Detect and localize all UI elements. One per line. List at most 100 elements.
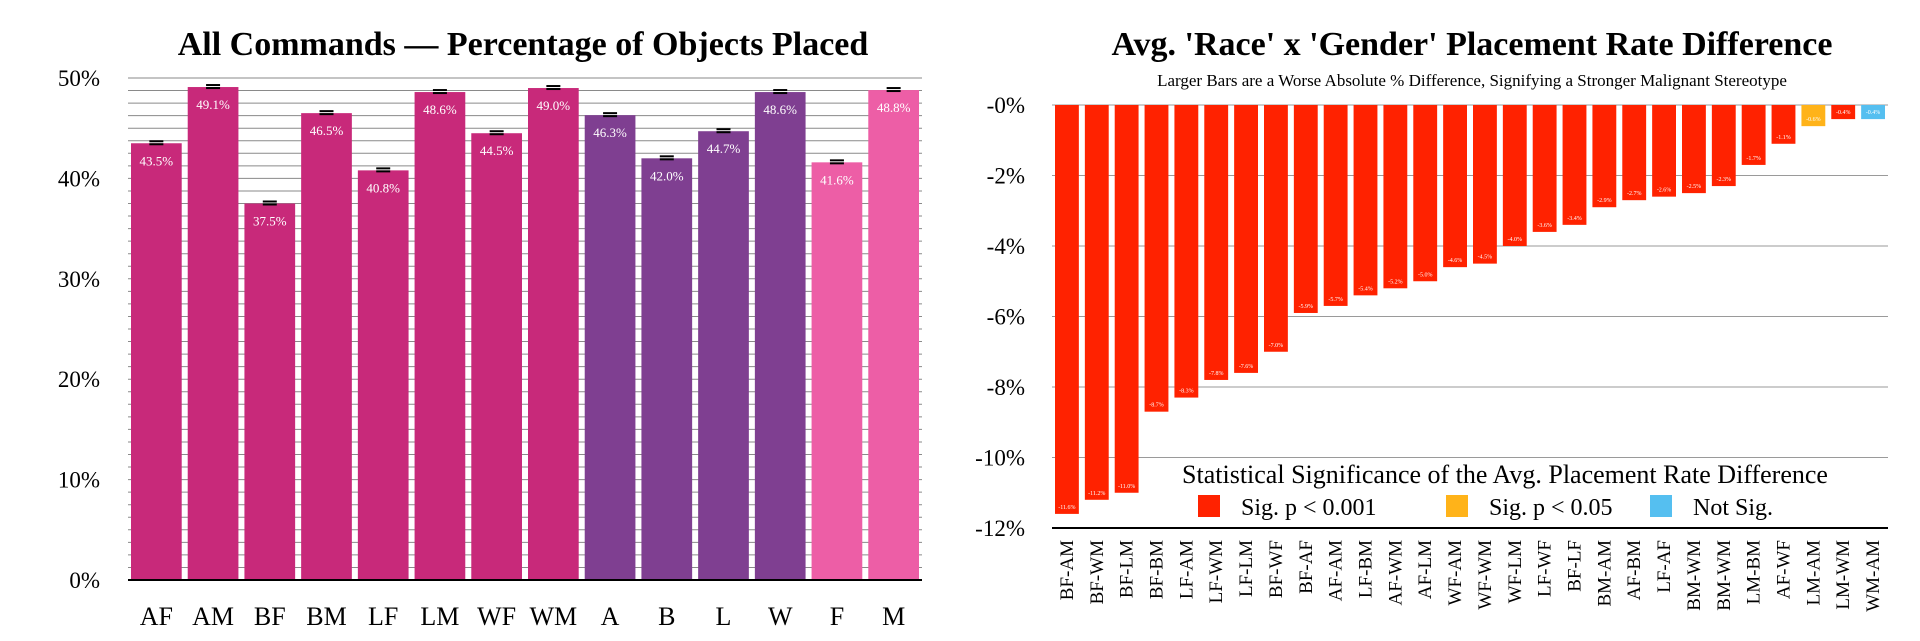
- significance-legend: Statistical Significance of the Avg. Pla…: [1182, 460, 1828, 521]
- left-bar-chart: 0%10%20%30%40%50%43.5%AF49.1%AM37.5%BF46…: [58, 66, 922, 631]
- x-tick-label: LF-AM: [1176, 540, 1197, 599]
- y-tick-label: -10%: [975, 446, 1025, 471]
- x-tick-label: BM-AM: [1594, 540, 1615, 607]
- bar: [641, 158, 693, 580]
- x-tick-label: WF-AM: [1445, 540, 1466, 606]
- data-label: 46.3%: [593, 125, 627, 140]
- x-tick-label: BM-WM: [1714, 540, 1735, 611]
- right-chart-subtitle: Larger Bars are a Worse Absolute % Diffe…: [1157, 71, 1787, 90]
- bar: [1562, 105, 1587, 225]
- data-label: -11.2%: [1088, 491, 1105, 497]
- legend-item-label: Not Sig.: [1693, 495, 1773, 521]
- x-tick-label: AF-LM: [1415, 540, 1436, 599]
- legend-swatch: [1198, 495, 1220, 517]
- y-tick-label: 10%: [58, 468, 100, 493]
- legend-swatch: [1650, 495, 1672, 517]
- bar: [414, 92, 466, 580]
- x-tick-label: LF: [368, 602, 398, 631]
- y-tick-label: -2%: [987, 164, 1025, 189]
- data-label: -2.7%: [1627, 191, 1642, 197]
- x-tick-label: F: [830, 602, 844, 631]
- data-label: 48.6%: [423, 102, 457, 117]
- bar: [357, 170, 409, 581]
- x-tick-label: BM-WM: [1684, 540, 1705, 611]
- x-tick-label: AF-WF: [1774, 540, 1795, 599]
- data-label: -11.0%: [1118, 484, 1135, 490]
- legend-swatch: [1446, 495, 1468, 517]
- x-tick-label: BM: [306, 602, 346, 631]
- x-tick-label: BF-WM: [1087, 540, 1108, 605]
- bar: [1234, 105, 1258, 373]
- bar: [131, 143, 182, 580]
- bar: [301, 113, 352, 580]
- bar: [1323, 105, 1348, 306]
- y-tick-label: 30%: [58, 267, 100, 292]
- x-tick-label: LM-AM: [1803, 540, 1824, 606]
- data-label: -1.1%: [1776, 135, 1791, 141]
- data-label: -2.3%: [1717, 177, 1732, 183]
- data-label: -2.5%: [1687, 184, 1702, 190]
- bar: [1741, 105, 1766, 165]
- data-label: -8.3%: [1179, 389, 1194, 395]
- bar: [754, 92, 806, 580]
- x-tick-label: LM-WM: [1833, 540, 1854, 610]
- bar: [1264, 105, 1288, 352]
- data-label: -4.0%: [1508, 237, 1523, 243]
- bar: [1084, 105, 1109, 500]
- data-label: -3.6%: [1537, 223, 1552, 229]
- x-tick-label: LF-BM: [1356, 540, 1377, 598]
- data-label: -0.4%: [1866, 110, 1881, 116]
- x-tick-label: WF-WM: [1475, 540, 1496, 610]
- data-label: -5.7%: [1328, 297, 1343, 303]
- bar: [1592, 105, 1617, 208]
- data-label: -0.4%: [1836, 110, 1851, 116]
- y-tick-label: 40%: [58, 166, 100, 191]
- data-label: 48.8%: [877, 100, 911, 115]
- x-tick-label: LF-AF: [1654, 540, 1675, 593]
- bar: [584, 115, 636, 580]
- x-tick-label: BF: [254, 602, 286, 631]
- x-tick-label: AF-WM: [1385, 540, 1406, 606]
- x-tick-label: WM: [530, 602, 578, 631]
- bar: [868, 90, 919, 580]
- x-tick-label: LF-WM: [1206, 540, 1227, 603]
- data-label: -4.5%: [1478, 255, 1493, 261]
- x-tick-label: W: [768, 602, 793, 631]
- bar: [1204, 105, 1229, 380]
- bar: [1473, 105, 1497, 264]
- x-tick-label: A: [601, 602, 620, 631]
- data-label: -2.9%: [1597, 198, 1612, 204]
- x-tick-label: BF-AF: [1296, 540, 1317, 594]
- y-tick-label: -4%: [987, 234, 1025, 259]
- x-tick-label: L: [716, 602, 732, 631]
- bar: [1293, 105, 1318, 313]
- data-label: -1.7%: [1746, 156, 1761, 162]
- x-tick-label: BF-LM: [1117, 540, 1138, 598]
- bar: [1353, 105, 1378, 296]
- left-chart-title: All Commands — Percentage of Objects Pla…: [178, 26, 869, 63]
- bar: [1831, 105, 1856, 120]
- x-tick-label: WF-LM: [1505, 540, 1526, 603]
- data-label: 49.1%: [196, 97, 230, 112]
- data-label: 42.0%: [650, 168, 684, 183]
- x-tick-label: LM: [420, 602, 459, 631]
- data-label: -8.7%: [1149, 403, 1164, 409]
- legend-item-label: Sig. p < 0.05: [1489, 495, 1613, 521]
- y-tick-label: -8%: [987, 375, 1025, 400]
- data-label: 40.8%: [366, 180, 400, 195]
- x-tick-label: BF-LF: [1565, 540, 1586, 592]
- y-tick-label: 50%: [58, 66, 100, 91]
- bar: [1622, 105, 1647, 201]
- data-label: -7.6%: [1239, 364, 1254, 370]
- bar: [1174, 105, 1199, 398]
- data-label: -3.4%: [1567, 216, 1582, 222]
- x-tick-label: BF-WF: [1266, 540, 1287, 598]
- x-tick-label: LM-BM: [1744, 540, 1765, 605]
- bar: [698, 131, 749, 580]
- legend-title: Statistical Significance of the Avg. Pla…: [1182, 460, 1828, 489]
- y-tick-label: 20%: [58, 367, 100, 392]
- data-label: -4.6%: [1448, 258, 1463, 264]
- x-tick-label: LF-WF: [1535, 540, 1556, 597]
- data-label: -0.6%: [1806, 117, 1821, 123]
